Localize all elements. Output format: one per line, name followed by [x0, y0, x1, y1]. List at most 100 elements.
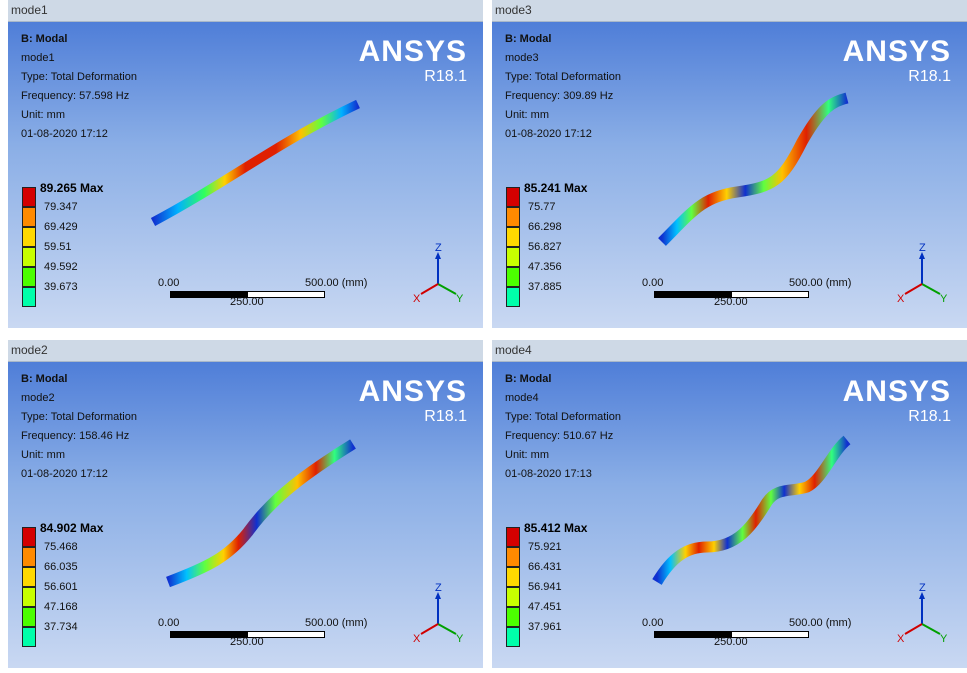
graphics-viewport[interactable]: B: Modal mode2 Type: Total Deformation F… [8, 362, 483, 668]
legend-swatch [22, 547, 36, 567]
result-type: Type: Total Deformation [21, 411, 137, 423]
scale-end: 500.00 (mm) [305, 277, 368, 289]
pane-tab-title[interactable]: mode1 [8, 0, 483, 22]
legend-swatch [506, 247, 520, 267]
frequency-value: Frequency: 158.46 Hz [21, 430, 130, 442]
triad-y-label: Y [456, 293, 463, 302]
scale-bar-fill [654, 631, 732, 638]
scale-zero: 0.00 [642, 277, 664, 289]
legend-label: 37.734 [44, 621, 78, 633]
legend-label: 56.601 [44, 581, 78, 593]
axis-triad[interactable]: Z Y X [897, 242, 947, 302]
mode-name: mode2 [21, 392, 55, 404]
deformed-beam [150, 99, 360, 226]
result-type: Type: Total Deformation [505, 411, 621, 423]
scale-zero: 0.00 [642, 617, 664, 629]
scale-end: 500.00 (mm) [305, 617, 368, 629]
legend-swatch [22, 227, 36, 247]
timestamp: 01-08-2020 17:12 [505, 128, 592, 140]
triad-x-label: X [413, 633, 421, 642]
legend-swatch [506, 607, 520, 627]
timestamp: 01-08-2020 17:12 [21, 128, 108, 140]
legend-swatch [506, 627, 520, 647]
axis-triad[interactable]: Z Y X [413, 582, 463, 642]
legend-swatch [22, 587, 36, 607]
logo-version: R18.1 [424, 68, 467, 85]
legend-label: 49.592 [44, 261, 78, 273]
triad-y-label: Y [456, 633, 463, 642]
legend-label: 56.827 [528, 241, 562, 253]
mode-name: mode4 [505, 392, 539, 404]
scale-bar: 0.00 500.00 (mm) 250.00 [642, 277, 852, 317]
scale-zero: 0.00 [158, 277, 180, 289]
legend-label: 37.961 [528, 621, 562, 633]
deformed-beam [658, 92, 849, 246]
unit-label: Unit: mm [21, 449, 65, 461]
scale-bar: 0.00 500.00 (mm) 250.00 [158, 277, 368, 317]
legend-swatch [22, 267, 36, 287]
logo-brand: ANSYS [842, 375, 951, 408]
viewport-pane-mode4[interactable]: mode4 B: Modal mode4 Type: Total Deforma… [492, 340, 967, 668]
viewport-pane-mode3[interactable]: mode3 B: Modal mode3 Type: Total Deforma… [492, 0, 967, 328]
unit-label: Unit: mm [505, 109, 549, 121]
ansys-logo: ANSYS R18.1 [359, 376, 467, 426]
logo-version: R18.1 [424, 408, 467, 425]
legend-max: 85.412 Max [524, 521, 588, 535]
legend-label: 47.451 [528, 601, 562, 613]
triad-x-label: X [897, 293, 905, 302]
legend-label: 66.298 [528, 221, 562, 233]
axis-triad[interactable]: Z Y X [413, 242, 463, 302]
pane-tab-title[interactable]: mode3 [492, 0, 967, 22]
triad-z-label: Z [435, 242, 442, 254]
axis-triad[interactable]: Z Y X [897, 582, 947, 642]
graphics-viewport[interactable]: B: Modal mode3 Type: Total Deformation F… [492, 22, 967, 328]
result-info: B: Modal mode3 Type: Total Deformation F… [505, 30, 621, 144]
triad-x-label: X [897, 633, 905, 642]
viewport-pane-mode1[interactable]: mode1 B: Modal mode1 Type: Total Deforma… [8, 0, 483, 328]
legend-swatch [506, 547, 520, 567]
legend-swatch [22, 527, 36, 547]
legend-swatch [22, 567, 36, 587]
result-info: B: Modal mode4 Type: Total Deformation F… [505, 370, 621, 484]
legend-max: 89.265 Max [40, 181, 104, 195]
legend-label: 75.77 [528, 201, 556, 213]
triad-y-label: Y [940, 293, 947, 302]
result-info: B: Modal mode2 Type: Total Deformation F… [21, 370, 137, 484]
analysis-name: B: Modal [21, 33, 68, 45]
legend-label: 75.921 [528, 541, 562, 553]
legend-swatch [22, 627, 36, 647]
pane-tab-title[interactable]: mode2 [8, 340, 483, 362]
graphics-viewport[interactable]: B: Modal mode1 Type: Total Deformation F… [8, 22, 483, 328]
triad-z-label: Z [919, 582, 926, 594]
scale-end: 500.00 (mm) [789, 277, 852, 289]
frequency-value: Frequency: 309.89 Hz [505, 90, 614, 102]
legend-label: 47.168 [44, 601, 78, 613]
legend-label: 39.673 [44, 281, 78, 293]
scale-mid: 250.00 [230, 296, 264, 308]
result-type: Type: Total Deformation [505, 71, 621, 83]
graphics-viewport[interactable]: B: Modal mode4 Type: Total Deformation F… [492, 362, 967, 668]
legend-swatch [506, 207, 520, 227]
scale-mid: 250.00 [714, 296, 748, 308]
scale-bar: 0.00 500.00 (mm) 250.00 [642, 617, 852, 657]
logo-version: R18.1 [908, 408, 951, 425]
mode-name: mode3 [505, 52, 539, 64]
viewport-pane-mode2[interactable]: mode2 B: Modal mode2 Type: Total Deforma… [8, 340, 483, 668]
scale-mid: 250.00 [230, 636, 264, 648]
legend-swatch [22, 187, 36, 207]
scale-bar: 0.00 500.00 (mm) 250.00 [158, 617, 368, 657]
legend-swatch [22, 607, 36, 627]
unit-label: Unit: mm [21, 109, 65, 121]
logo-version: R18.1 [908, 68, 951, 85]
legend-swatch [22, 207, 36, 227]
scale-bar-fill [654, 291, 732, 298]
timestamp: 01-08-2020 17:13 [505, 468, 592, 480]
deformed-beam [652, 435, 851, 585]
pane-tab-title[interactable]: mode4 [492, 340, 967, 362]
unit-label: Unit: mm [505, 449, 549, 461]
analysis-name: B: Modal [21, 373, 68, 385]
logo-brand: ANSYS [358, 35, 467, 68]
ansys-logo: ANSYS R18.1 [359, 36, 467, 86]
legend-label: 47.356 [528, 261, 562, 273]
triad-y-label: Y [940, 633, 947, 642]
